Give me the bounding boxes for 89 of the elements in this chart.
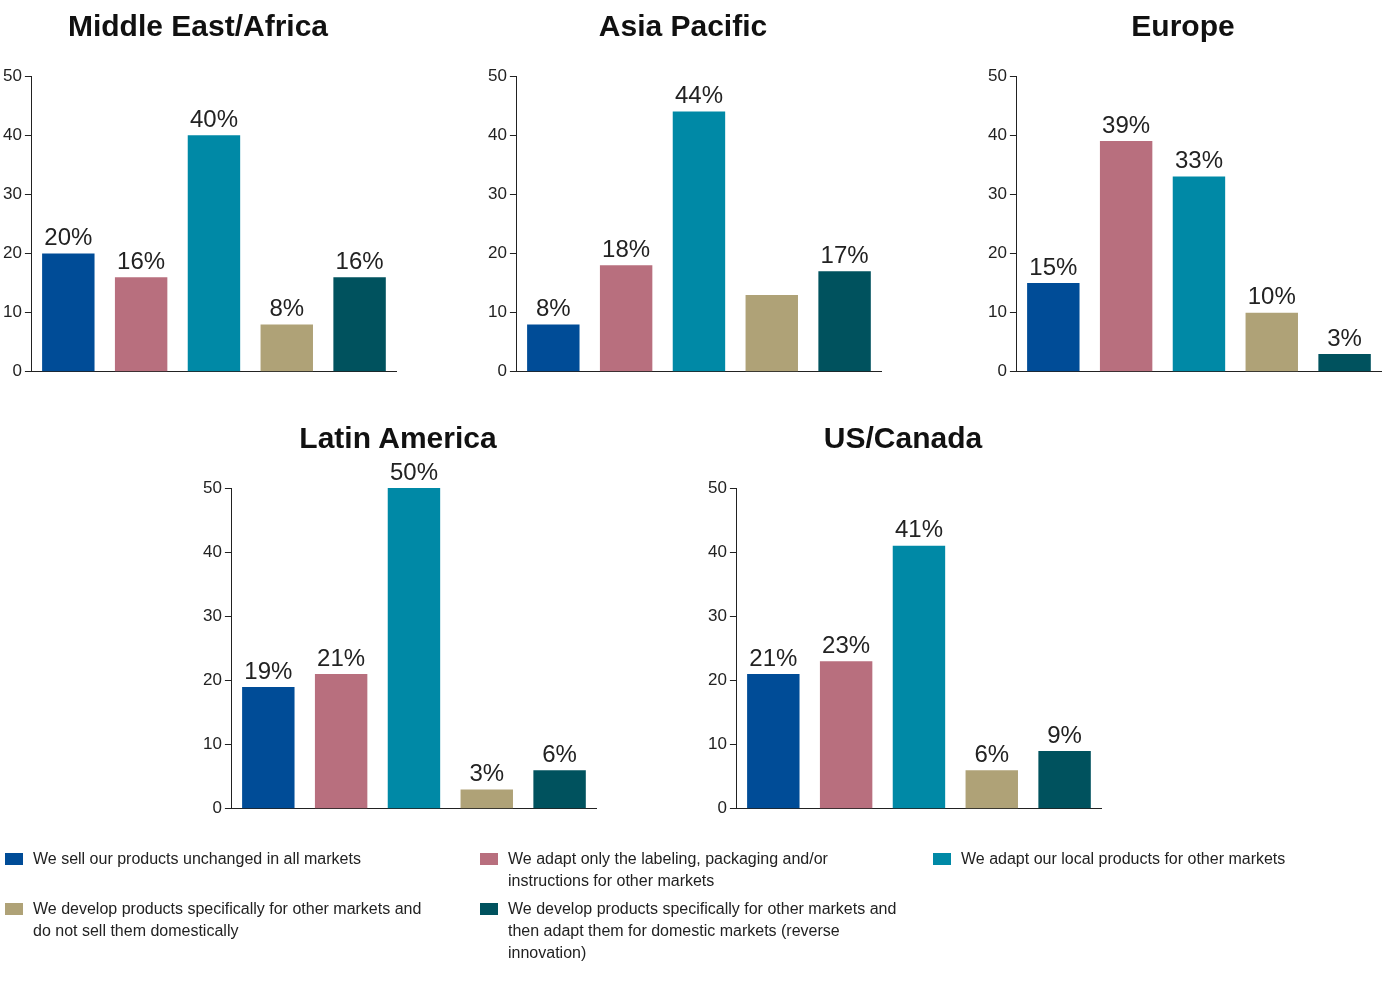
data-label: 6%: [542, 739, 577, 767]
y-tick-label: 40: [987, 124, 1007, 144]
data-label: 33%: [1174, 146, 1223, 174]
bar: [1172, 176, 1226, 372]
chart-title: Latin America: [299, 421, 497, 455]
legend-label: We develop products specifically for other markets and do not sell them domestically: [33, 899, 423, 941]
data-label: 21%: [317, 643, 366, 671]
data-label: 6%: [974, 739, 1010, 767]
bar: [314, 674, 368, 809]
data-label: 23%: [822, 630, 871, 658]
bar: [1027, 283, 1080, 372]
bar: [460, 789, 513, 809]
bar: [819, 661, 873, 809]
bar: [114, 277, 168, 372]
data-label: 18%: [602, 234, 651, 262]
bar: [260, 324, 313, 372]
y-tick-label: 0: [212, 798, 222, 818]
data-label: 50%: [389, 457, 438, 485]
bar: [672, 111, 726, 372]
data-label: 15%: [1029, 252, 1078, 280]
data-label: 17%: [820, 240, 869, 268]
bar: [387, 488, 441, 809]
y-tick-label: 20: [2, 243, 22, 263]
bar: [187, 135, 241, 372]
bar: [1099, 141, 1153, 372]
bar: [533, 770, 586, 809]
data-label: 9%: [1047, 720, 1082, 748]
legend-label: We develop products specifically for other markets and then adapt them for domestic markets (reverse innovation): [508, 899, 898, 963]
y-tick-label: 40: [202, 541, 222, 561]
data-label: 40%: [189, 104, 238, 132]
data-label: 3%: [1327, 323, 1362, 351]
y-tick-label: 10: [202, 734, 222, 754]
data-label: 21%: [749, 643, 798, 671]
y-tick-label: 20: [707, 670, 727, 690]
y-tick-label: 10: [2, 302, 22, 322]
y-tick-label: 0: [12, 361, 22, 381]
chart-title: Europe: [1131, 9, 1235, 43]
bar: [527, 324, 580, 372]
bar: [818, 271, 871, 372]
y-tick-label: 10: [987, 302, 1007, 322]
data-label: 16%: [335, 246, 384, 274]
y-tick-label: 20: [987, 243, 1007, 263]
y-tick-label: 30: [987, 184, 1007, 204]
chart-title: US/Canada: [823, 421, 983, 455]
y-tick-label: 50: [707, 477, 727, 497]
bar: [1318, 354, 1371, 372]
y-tick-label: 40: [707, 541, 727, 561]
data-label: 20%: [44, 223, 93, 251]
y-tick-label: 50: [987, 65, 1007, 85]
y-tick-label: 50: [202, 477, 222, 497]
legend-label: We sell our products unchanged in all markets: [33, 849, 361, 869]
bar: [892, 545, 946, 809]
bar: [745, 294, 798, 372]
legend-label: We adapt our local products for other markets: [961, 849, 1286, 869]
bar: [242, 686, 295, 809]
y-tick-label: 10: [707, 734, 727, 754]
y-tick-label: 30: [2, 184, 22, 204]
y-tick-label: 0: [717, 798, 727, 818]
data-label: 39%: [1102, 110, 1151, 138]
bar: [1245, 312, 1298, 372]
bar: [965, 770, 1018, 809]
y-tick-label: 40: [2, 124, 22, 144]
data-label: 16%: [117, 246, 166, 274]
y-tick-label: 30: [707, 606, 727, 626]
y-tick-label: 10: [487, 302, 507, 322]
chart-title: Asia Pacific: [598, 9, 768, 43]
y-tick-label: 0: [497, 361, 507, 381]
data-label: 19%: [244, 656, 293, 684]
y-tick-label: 0: [997, 361, 1007, 381]
data-label: 8%: [535, 294, 571, 322]
y-tick-label: 40: [487, 124, 507, 144]
y-tick-label: 30: [202, 606, 222, 626]
bar: [42, 253, 95, 372]
bar: [747, 674, 800, 809]
data-label: 3%: [469, 759, 505, 787]
data-label: 41%: [894, 515, 943, 543]
y-tick-label: 50: [2, 65, 22, 85]
bar: [1038, 751, 1091, 809]
legend-label: We adapt only the labeling, packaging and/or instructions for other markets: [508, 849, 829, 891]
y-tick-label: 20: [487, 243, 507, 263]
y-tick-label: 20: [202, 670, 222, 690]
data-label: 10%: [1247, 282, 1296, 310]
y-tick-label: 50: [487, 65, 507, 85]
data-label: 8%: [269, 294, 305, 322]
chart-title: Middle East/Africa: [67, 9, 329, 43]
y-tick-label: 30: [487, 184, 507, 204]
bar: [333, 277, 386, 372]
bar: [599, 265, 653, 372]
data-label: 44%: [674, 81, 723, 109]
